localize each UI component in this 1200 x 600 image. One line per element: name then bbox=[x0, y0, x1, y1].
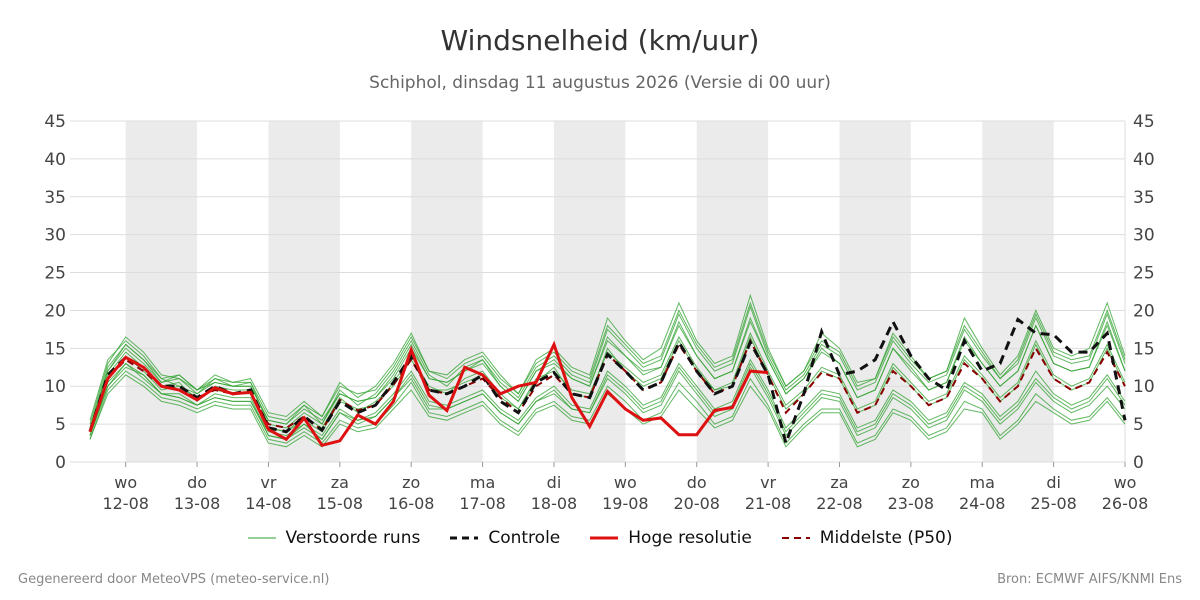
x-tick-date-label: 22-08 bbox=[816, 494, 863, 513]
y-tick-label-right: 10 bbox=[1133, 377, 1155, 397]
legend-item-median[interactable]: Middelste (P50) bbox=[781, 528, 953, 548]
ensemble-member-line bbox=[89, 362, 1126, 441]
chart-subtitle: Schiphol, dinsdag 11 augustus 2026 (Vers… bbox=[369, 73, 831, 93]
legend-label-control: Controle bbox=[488, 528, 561, 548]
ensemble-member-line bbox=[89, 370, 1126, 444]
y-tick-label-left: 0 bbox=[55, 453, 66, 473]
y-tick-label-right: 30 bbox=[1133, 226, 1155, 246]
x-tick-date-label: 17-08 bbox=[459, 494, 506, 513]
x-tick-date-label: 12-08 bbox=[102, 494, 149, 513]
weekend-band-4 bbox=[696, 121, 769, 462]
legend-label-median: Middelste (P50) bbox=[819, 528, 953, 548]
legend-label-ensemble: Verstoorde runs bbox=[285, 528, 421, 548]
y-tick-label-left: 15 bbox=[44, 339, 66, 359]
x-tick-date-label: 13-08 bbox=[174, 494, 221, 513]
x-tick-date-label: 19-08 bbox=[602, 494, 649, 513]
x-tick-day-label: wo bbox=[114, 473, 137, 492]
legend-label-hires: Hoge resolutie bbox=[628, 528, 752, 548]
x-tick-day-label: do bbox=[687, 473, 707, 492]
x-tick-date-label: 20-08 bbox=[673, 494, 720, 513]
x-tick-day-label: wo bbox=[1114, 473, 1137, 492]
x-tick-date-label: 23-08 bbox=[888, 494, 935, 513]
y-tick-label-right: 5 bbox=[1133, 415, 1144, 435]
footer-generator: Gegenereerd door MeteoVPS (meteo-service… bbox=[18, 572, 330, 587]
y-tick-label-left: 5 bbox=[55, 415, 66, 435]
x-tick-day-label: zo bbox=[902, 473, 920, 492]
axes: 0 0 5 5 10 10 15 15 20 20 25 25 30 30 35 35 40 40 45 45 wo 12… bbox=[44, 112, 1154, 513]
x-tick-day-label: zo bbox=[402, 473, 420, 492]
ensemble-member-line bbox=[89, 320, 1126, 429]
ensemble-series bbox=[89, 293, 1126, 448]
weekend-band-3 bbox=[553, 121, 626, 462]
chart-title: Windsnelheid (km/uur) bbox=[440, 24, 760, 57]
main-series bbox=[88, 317, 1127, 449]
ensemble-member-line bbox=[89, 293, 1126, 425]
y-tick-label-right: 20 bbox=[1133, 301, 1155, 321]
x-tick-day-label: za bbox=[830, 473, 848, 492]
x-tick-day-label: ma bbox=[970, 473, 995, 492]
y-tick-label-right: 25 bbox=[1133, 264, 1155, 284]
legend-swatch-hires bbox=[590, 536, 619, 540]
x-tick-day-label: ma bbox=[470, 473, 495, 492]
ensemble-member-line bbox=[89, 305, 1126, 429]
y-tick-label-left: 25 bbox=[44, 264, 66, 284]
y-tick-label-left: 20 bbox=[44, 301, 66, 321]
x-tick-day-label: di bbox=[1046, 473, 1061, 492]
y-tick-label-right: 35 bbox=[1133, 188, 1155, 208]
weekend-band-0 bbox=[125, 121, 198, 462]
legend-swatch-median bbox=[781, 537, 810, 539]
weekend-band-5 bbox=[839, 121, 911, 462]
legend-item-ensemble[interactable]: Verstoorde runs bbox=[247, 528, 421, 548]
x-tick-day-label: za bbox=[331, 473, 349, 492]
weekend-bands bbox=[125, 121, 1054, 462]
legend-swatch-ensemble bbox=[247, 537, 276, 539]
legend-item-hires[interactable]: Hoge resolutie bbox=[590, 528, 752, 548]
x-tick-date-label: 18-08 bbox=[531, 494, 578, 513]
x-tick-date-label: 16-08 bbox=[388, 494, 435, 513]
y-tick-label-left: 10 bbox=[44, 377, 66, 397]
x-tick-day-label: do bbox=[187, 473, 207, 492]
x-tick-date-label: 21-08 bbox=[745, 494, 792, 513]
x-tick-date-label: 25-08 bbox=[1030, 494, 1077, 513]
y-tick-label-left: 40 bbox=[44, 150, 66, 170]
y-tick-label-left: 30 bbox=[44, 226, 66, 246]
legend: Verstoorde runs Controle Hoge resolutie … bbox=[0, 528, 1200, 548]
y-tick-label-left: 45 bbox=[44, 112, 66, 132]
legend-swatch-control bbox=[450, 536, 479, 540]
x-tick-date-label: 26-08 bbox=[1102, 494, 1149, 513]
ensemble-member-line bbox=[89, 301, 1126, 421]
x-tick-day-label: di bbox=[547, 473, 562, 492]
x-tick-date-label: 15-08 bbox=[317, 494, 364, 513]
y-tick-label-right: 0 bbox=[1133, 453, 1144, 473]
footer-source: Bron: ECMWF AIFS/KNMI Ens bbox=[997, 572, 1182, 587]
x-tick-day-label: vr bbox=[260, 473, 276, 492]
x-tick-day-label: wo bbox=[614, 473, 637, 492]
ensemble-member-line bbox=[89, 358, 1126, 437]
y-tick-label-right: 45 bbox=[1133, 112, 1155, 132]
x-tick-date-label: 24-08 bbox=[959, 494, 1006, 513]
y-tick-label-right: 15 bbox=[1133, 339, 1155, 359]
ensemble-member-line bbox=[89, 362, 1126, 440]
x-tick-date-label: 14-08 bbox=[245, 494, 292, 513]
legend-item-control[interactable]: Controle bbox=[450, 528, 560, 548]
hires-line bbox=[88, 340, 769, 448]
y-tick-label-left: 35 bbox=[44, 188, 66, 208]
x-tick-day-label: vr bbox=[760, 473, 776, 492]
y-tick-label-right: 40 bbox=[1133, 150, 1155, 170]
